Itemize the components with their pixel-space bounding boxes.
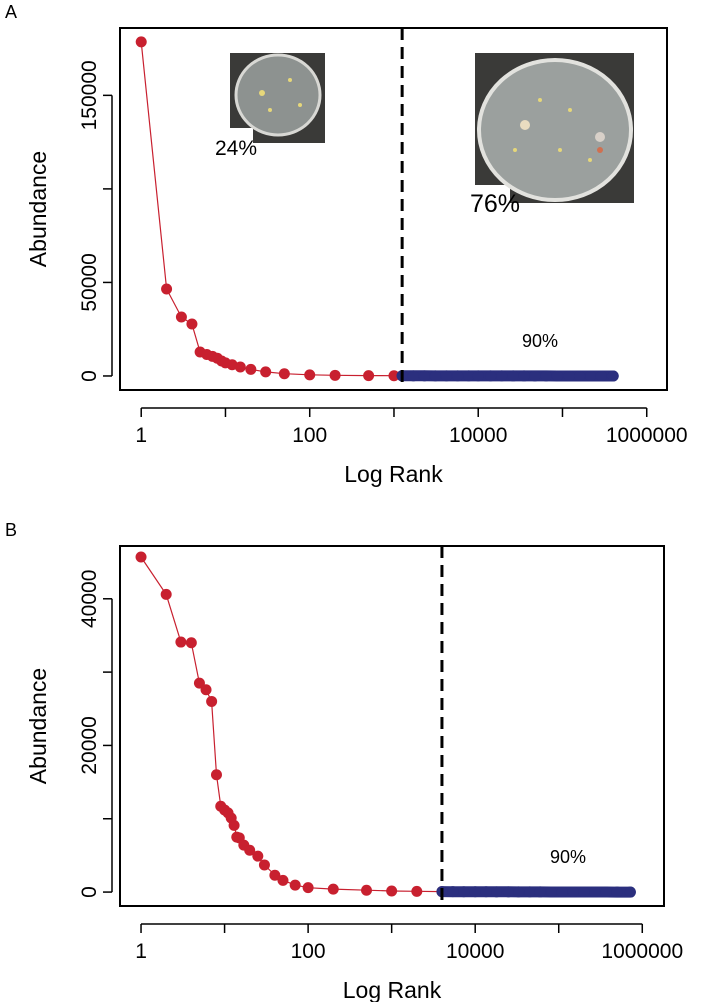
data-point <box>508 370 519 381</box>
y-tick-label: 150000 <box>78 60 101 130</box>
data-point <box>491 886 502 897</box>
y-tick-label: 50000 <box>78 253 101 311</box>
data-point <box>206 696 217 707</box>
data-point <box>361 885 372 896</box>
data-point <box>601 887 612 898</box>
annotation: 90% <box>550 847 586 867</box>
data-point <box>330 370 341 381</box>
data-point <box>245 364 256 375</box>
data-point <box>303 882 314 893</box>
petri-dish-photo <box>230 53 634 203</box>
data-point <box>481 886 492 897</box>
data-point <box>564 370 575 381</box>
data-point <box>496 370 507 381</box>
data-point <box>260 366 271 377</box>
data-point <box>279 368 290 379</box>
data-point <box>519 370 530 381</box>
data-point <box>589 887 600 898</box>
y-tick-label: 0 <box>78 370 101 382</box>
data-point <box>186 637 197 648</box>
data-point <box>386 885 397 896</box>
y-axis-title: Abundance <box>25 668 51 784</box>
data-point <box>411 886 422 897</box>
data-point <box>211 769 222 780</box>
data-point <box>136 36 147 47</box>
data-point <box>541 370 552 381</box>
data-point <box>186 318 197 329</box>
x-tick-label: 1000000 <box>601 940 683 963</box>
data-point <box>612 887 623 898</box>
annotation: 24% <box>215 137 257 160</box>
data-point <box>328 884 339 895</box>
data-point <box>463 370 474 381</box>
data-point <box>524 886 535 897</box>
x-tick-label: 1 <box>135 940 147 963</box>
y-tick-label: 0 <box>78 886 101 898</box>
annotation: 76% <box>470 190 520 218</box>
data-point <box>304 369 315 380</box>
data-point <box>176 312 187 323</box>
data-point <box>485 370 496 381</box>
data-point <box>290 880 301 891</box>
panel: B 1 100 10000 1000000 Log Rank 0 20000 40000 Abun… <box>5 520 683 1002</box>
panel-label: B <box>5 520 17 540</box>
data-point <box>447 886 458 897</box>
data-point <box>574 370 585 381</box>
data-point <box>259 859 270 870</box>
x-tick-label: 1000000 <box>606 424 688 447</box>
data-point <box>608 370 619 381</box>
annotation: 90% <box>522 331 558 351</box>
data-point <box>175 637 186 648</box>
data-point <box>535 886 546 897</box>
data-point <box>452 370 463 381</box>
x-axis-title: Log Rank <box>343 977 442 1002</box>
data-point <box>552 370 563 381</box>
x-tick-label: 10000 <box>449 424 507 447</box>
y-tick-label: 20000 <box>78 716 101 774</box>
data-point <box>235 361 246 372</box>
x-tick-label: 1 <box>135 424 147 447</box>
data-point <box>585 370 596 381</box>
data-point <box>252 851 263 862</box>
data-point <box>503 886 514 897</box>
data-point <box>441 370 452 381</box>
panel-label: A <box>5 2 17 22</box>
data-point <box>513 886 524 897</box>
x-axis-title: Log Rank <box>344 461 443 487</box>
data-point <box>136 551 147 562</box>
data-point <box>625 887 636 898</box>
data-point <box>458 886 469 897</box>
data-point <box>229 820 240 831</box>
data-point <box>277 875 288 886</box>
data-point <box>419 370 430 381</box>
data-point <box>529 370 540 381</box>
data-point <box>473 370 484 381</box>
series-line <box>141 557 442 892</box>
data-point <box>161 283 172 294</box>
x-tick-label: 100 <box>291 940 326 963</box>
data-point <box>578 887 589 898</box>
data-point <box>596 370 607 381</box>
x-tick-label: 10000 <box>446 940 504 963</box>
x-tick-label: 100 <box>292 424 327 447</box>
y-axis-title: Abundance <box>25 151 51 267</box>
y-tick-label: 40000 <box>78 570 101 628</box>
data-point <box>546 886 557 897</box>
data-point <box>408 370 419 381</box>
data-point <box>568 887 579 898</box>
data-point <box>201 684 212 695</box>
data-point <box>363 370 374 381</box>
data-point <box>161 589 172 600</box>
data-point <box>430 370 441 381</box>
data-point <box>557 886 568 897</box>
data-point <box>470 886 481 897</box>
